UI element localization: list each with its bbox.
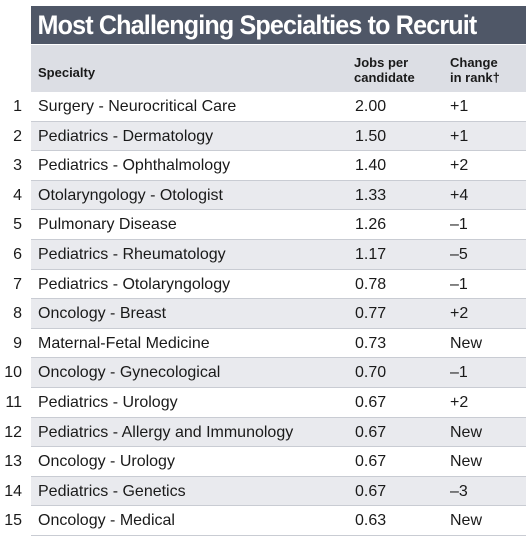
header-jobs-per-candidate: Jobs per candidate: [354, 55, 415, 85]
change-in-rank-cell: New: [450, 334, 483, 352]
rank-cell: 10: [4, 364, 22, 382]
change-in-rank-cell: New: [450, 453, 483, 471]
jobs-per-candidate-cell: 2.00: [355, 98, 387, 115]
row-shade: [31, 180, 526, 211]
rank-cell: 4: [13, 186, 22, 204]
table-row: 9 Maternal-Fetal Medicine 0.73 New: [0, 329, 526, 359]
table-body: 1 Surgery - Neurocritical Care 2.00 +1 2 Pedi…: [0, 92, 526, 536]
change-in-rank-cell: +2: [450, 157, 469, 175]
jobs-per-candidate-cell: 0.67: [355, 423, 387, 441]
jobs-per-candidate-cell: 0.78: [355, 275, 387, 293]
specialty-cell: Oncology - Breast: [38, 305, 167, 323]
page-title: Most Challenging Specialties to Recruit: [37, 9, 478, 40]
table-row: 13 Oncology - Urology 0.67 New: [0, 447, 526, 477]
specialty-cell: Oncology - Medical: [38, 512, 175, 530]
jobs-per-candidate-cell: 1.17: [355, 245, 387, 263]
header-change-line1: Change: [450, 55, 498, 70]
rank-cell: 9: [13, 334, 22, 352]
table-row: 11 Pediatrics - Urology 0.67 +2: [0, 388, 526, 418]
table-row: 10 Oncology - Gynecological 0.70 –1: [0, 358, 526, 388]
table-row: 14 Pediatrics - Genetics 0.67 –3: [0, 476, 526, 507]
table-header: Specialty Jobs per candidate Change in r…: [31, 45, 526, 92]
table-row: 1 Surgery - Neurocritical Care 2.00 +1: [0, 92, 526, 122]
header-change-in-rank: Change in rank†: [450, 55, 500, 85]
rank-cell: 2: [13, 127, 22, 145]
specialty-cell: Oncology - Urology: [38, 453, 175, 471]
jobs-per-candidate-cell: 0.63: [355, 512, 387, 530]
row-shade: [31, 239, 526, 270]
specialty-cell: Pediatrics - Rheumatology: [38, 245, 226, 263]
specialty-cell: Pediatrics - Otolaryngology: [38, 275, 231, 293]
table-row: 4 Otolaryngology - Otologist 1.33 +4: [0, 180, 526, 211]
jobs-per-candidate-cell: 0.67: [355, 393, 387, 411]
change-in-rank-cell: –5: [450, 245, 468, 263]
change-in-rank-cell: +1: [450, 127, 469, 145]
table-row: 12 Pediatrics - Allergy and Immunology 0.6…: [0, 417, 526, 448]
row-shade: [31, 476, 526, 507]
specialty-cell: Oncology - Gynecological: [38, 364, 221, 382]
rank-cell: 7: [13, 275, 22, 293]
title-bar: Most Challenging Specialties to Recruit: [31, 6, 526, 44]
specialty-cell: Otolaryngology - Otologist: [38, 186, 223, 204]
change-in-rank-cell: +2: [450, 393, 469, 411]
table-row: 6 Pediatrics - Rheumatology 1.17 –5: [0, 239, 526, 270]
change-in-rank-cell: +1: [450, 98, 469, 115]
jobs-per-candidate-cell: 0.67: [355, 482, 387, 500]
rank-cell: 11: [5, 393, 22, 411]
jobs-per-candidate-cell: 1.40: [355, 157, 387, 175]
specialty-cell: Pulmonary Disease: [38, 216, 177, 234]
table-row: 7 Pediatrics - Otolaryngology 0.78 –1: [0, 270, 526, 300]
header-jobs-line2: candidate: [354, 70, 415, 85]
change-in-rank-cell: +4: [450, 186, 469, 204]
table-row: 15 Oncology - Medical 0.63 New: [0, 506, 526, 536]
rank-cell: 1: [13, 98, 22, 115]
specialty-cell: Pediatrics - Genetics: [38, 482, 186, 500]
rank-cell: 8: [13, 305, 22, 323]
rank-cell: 3: [13, 157, 22, 175]
change-in-rank-cell: –3: [450, 482, 468, 500]
table-row: 8 Oncology - Breast 0.77 +2: [0, 299, 526, 329]
change-in-rank-cell: –1: [450, 364, 468, 382]
jobs-per-candidate-cell: 1.33: [355, 186, 387, 204]
table-row: 2 Pediatrics - Dermatology 1.50 +1: [0, 121, 526, 152]
header-jobs-line1: Jobs per: [354, 55, 409, 70]
specialty-cell: Pediatrics - Ophthalmology: [38, 157, 231, 175]
change-in-rank-cell: New: [450, 512, 483, 530]
change-in-rank-cell: –1: [450, 275, 468, 293]
rank-cell: 13: [4, 453, 22, 471]
change-in-rank-cell: +2: [450, 305, 469, 323]
jobs-per-candidate-cell: 1.26: [355, 216, 387, 234]
rank-cell: 15: [4, 512, 22, 530]
jobs-per-candidate-cell: 1.50: [355, 127, 387, 145]
row-shade: [31, 417, 526, 448]
jobs-per-candidate-cell: 0.77: [355, 305, 387, 323]
jobs-per-candidate-cell: 0.70: [355, 364, 387, 382]
jobs-per-candidate-cell: 0.73: [355, 334, 387, 352]
row-shade: [31, 358, 526, 388]
specialty-cell: Surgery - Neurocritical Care: [38, 98, 237, 115]
row-shade: [31, 121, 526, 152]
rank-cell: 6: [13, 245, 22, 263]
change-in-rank-cell: –1: [450, 216, 468, 234]
specialty-cell: Pediatrics - Urology: [38, 393, 178, 411]
jobs-per-candidate-cell: 0.67: [355, 453, 387, 471]
rank-cell: 12: [4, 423, 22, 441]
change-in-rank-cell: New: [450, 423, 483, 441]
row-shade: [31, 299, 526, 329]
table-row: 3 Pediatrics - Ophthalmology 1.40 +2: [0, 151, 526, 181]
specialty-cell: Maternal-Fetal Medicine: [38, 334, 210, 352]
table-row: 5 Pulmonary Disease 1.26 –1: [0, 210, 526, 240]
rank-cell: 14: [4, 482, 22, 500]
rank-cell: 5: [13, 216, 22, 234]
specialty-cell: Pediatrics - Dermatology: [38, 127, 214, 145]
specialty-cell: Pediatrics - Allergy and Immunology: [38, 423, 294, 441]
header-change-line2: in rank†: [450, 70, 500, 85]
header-specialty: Specialty: [38, 65, 96, 80]
